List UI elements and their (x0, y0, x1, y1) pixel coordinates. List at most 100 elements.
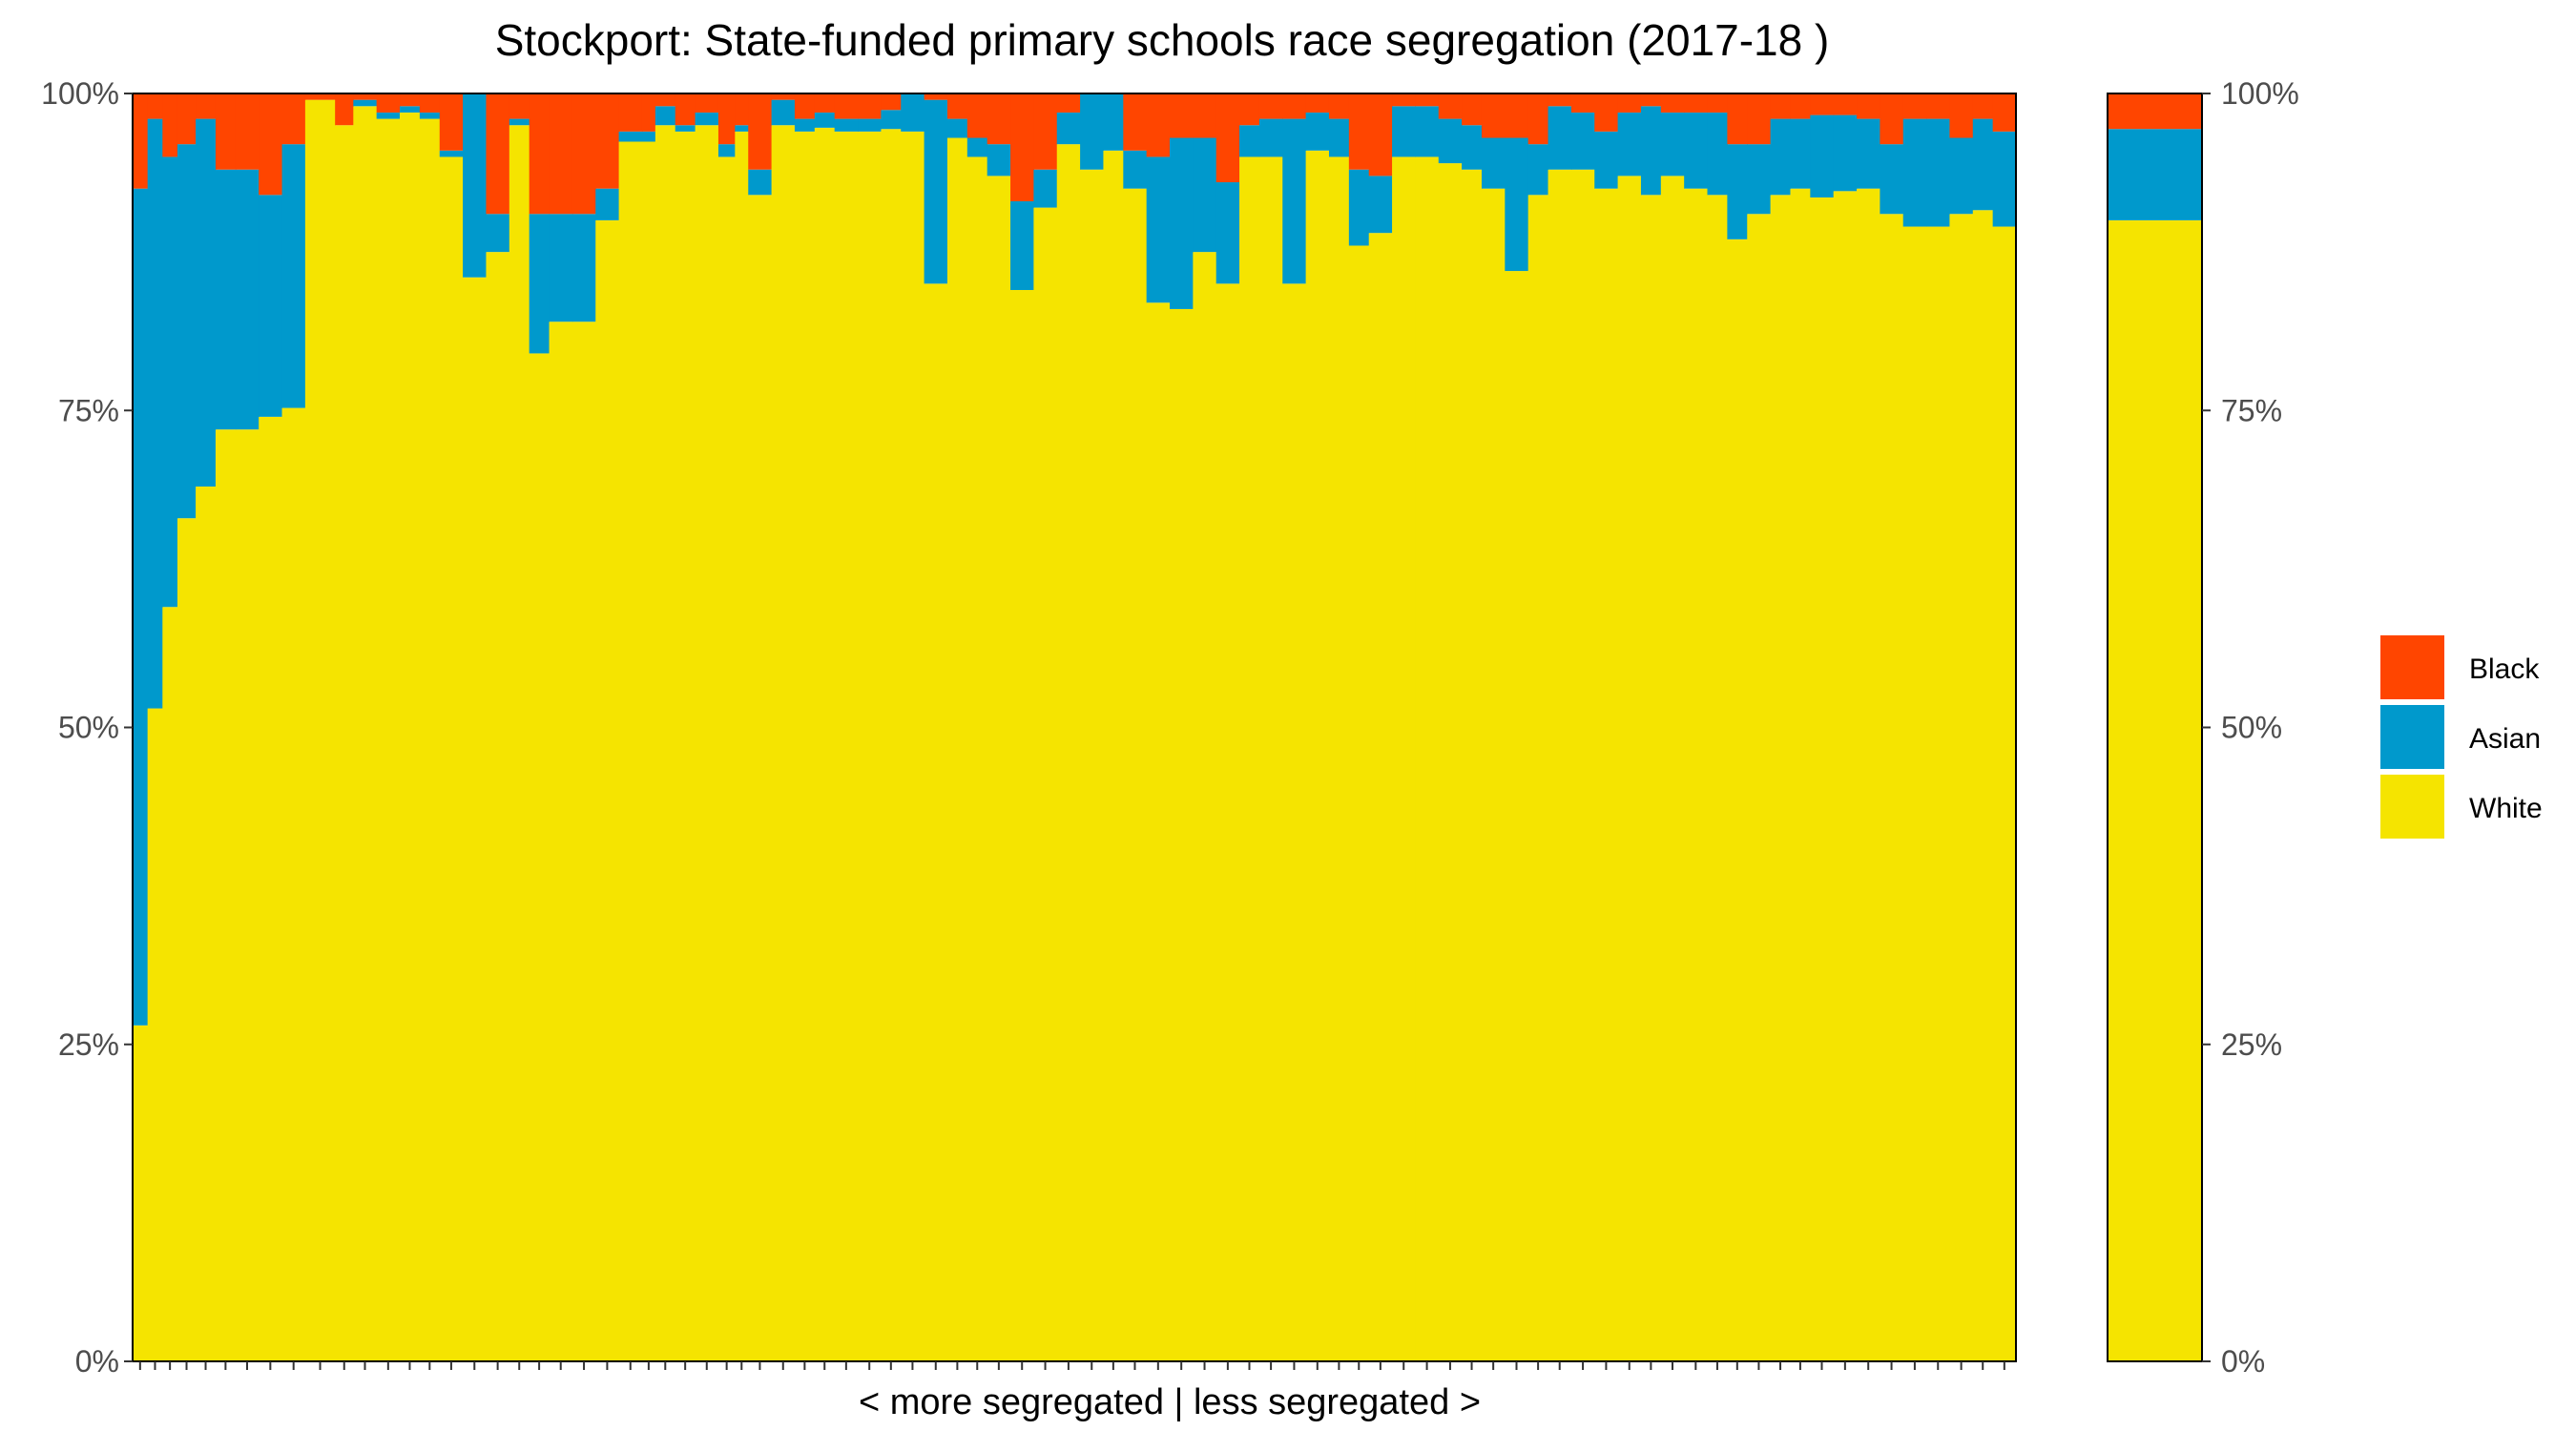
bar-white-school-74 (1707, 195, 1728, 1361)
bar-white-school-26 (654, 125, 676, 1362)
bar-black-school-32 (771, 93, 796, 100)
bar-asian-school-40 (946, 118, 968, 138)
bar-asian-school-17 (463, 93, 488, 278)
bar-black-school-11 (335, 93, 354, 126)
overall-bar-white (2108, 219, 2202, 1361)
bar-black-school-37 (881, 93, 902, 111)
bar-white-school-46 (1080, 169, 1105, 1362)
bar-white-school-38 (901, 131, 925, 1361)
bar-black-school-43 (1010, 93, 1034, 201)
bar-white-school-5 (196, 486, 217, 1361)
bar-black-school-73 (1684, 93, 1709, 113)
legend-label-asian: Asian (2469, 723, 2541, 755)
bar-asian-school-60 (1392, 106, 1417, 157)
bar-white-school-44 (1033, 207, 1058, 1362)
bar-black-school-57 (1328, 93, 1350, 119)
right-y-tick-label: 25% (2221, 1027, 2282, 1062)
bar-asian-school-33 (794, 118, 816, 132)
bar-white-school-54 (1258, 156, 1283, 1362)
bar-black-school-61 (1415, 93, 1440, 107)
bar-asian-school-27 (675, 125, 696, 132)
bar-asian-school-81 (1857, 118, 1880, 189)
bar-asian-school-8 (259, 195, 283, 417)
bar-asian-school-51 (1193, 137, 1217, 253)
bar-asian-school-49 (1146, 156, 1171, 303)
bar-white-school-33 (794, 131, 816, 1361)
bar-black-school-76 (1747, 93, 1772, 145)
bar-black-school-23 (595, 93, 620, 189)
bar-asian-school-77 (1770, 118, 1792, 196)
bar-asian-school-22 (571, 214, 596, 322)
bar-white-school-55 (1282, 283, 1307, 1362)
bar-asian-school-71 (1640, 106, 1662, 196)
bar-asian-school-24 (618, 131, 643, 142)
bar-asian-school-76 (1747, 144, 1772, 215)
right-y-tick-label: 100% (2221, 76, 2299, 111)
bar-white-school-2 (147, 708, 163, 1361)
bar-black-school-79 (1810, 93, 1835, 115)
bar-white-school-82 (1880, 214, 1904, 1361)
bar-white-school-24 (618, 141, 643, 1361)
bar-asian-school-34 (814, 112, 836, 128)
bar-black-school-21 (549, 93, 573, 215)
bar-white-school-9 (281, 407, 306, 1362)
legend: Black Asian White (2380, 635, 2543, 839)
legend-label-black: Black (2469, 653, 2540, 685)
bar-black-school-24 (618, 93, 643, 132)
bar-black-school-15 (419, 93, 441, 113)
bar-white-school-8 (259, 416, 283, 1361)
bar-asian-school-62 (1438, 118, 1463, 164)
bar-black-school-20 (529, 93, 551, 215)
bar-white-school-34 (814, 127, 836, 1361)
bar-white-school-85 (1949, 214, 1974, 1361)
bar-white-school-80 (1833, 191, 1858, 1362)
bar-black-school-56 (1305, 93, 1330, 113)
bar-black-school-66 (1527, 93, 1549, 145)
bar-asian-school-66 (1527, 144, 1549, 196)
bar-asian-school-67 (1548, 106, 1572, 170)
bar-white-school-35 (834, 131, 859, 1361)
bar-black-school-45 (1056, 93, 1081, 113)
bar-asian-school-85 (1949, 137, 1974, 215)
bar-asian-school-87 (1992, 131, 2017, 227)
bar-white-school-69 (1594, 188, 1619, 1361)
bar-asian-school-78 (1790, 118, 1811, 189)
bar-black-school-16 (439, 93, 464, 151)
bar-black-school-34 (814, 93, 836, 113)
bar-black-school-14 (400, 93, 421, 107)
bar-asian-school-1 (133, 188, 149, 1026)
bar-white-school-45 (1056, 144, 1081, 1361)
bar-white-school-64 (1481, 188, 1506, 1361)
bar-asian-school-19 (509, 118, 530, 126)
bar-black-school-5 (196, 93, 217, 119)
bar-asian-school-57 (1328, 118, 1350, 157)
bar-white-school-81 (1857, 188, 1880, 1361)
bar-asian-school-23 (595, 188, 620, 220)
bar-black-school-87 (1992, 93, 2017, 132)
bar-asian-school-75 (1727, 144, 1748, 239)
bar-asian-school-30 (735, 125, 749, 132)
bar-black-school-39 (924, 93, 948, 100)
bar-white-school-21 (549, 321, 573, 1362)
chart-title: Stockport: State-funded primary schools … (495, 15, 1830, 65)
bar-black-school-77 (1770, 93, 1792, 119)
bar-asian-school-86 (1972, 118, 1994, 211)
bar-asian-school-7 (235, 169, 260, 430)
bar-white-school-47 (1103, 150, 1124, 1361)
bar-white-school-42 (987, 176, 1011, 1361)
bar-asian-school-9 (281, 144, 306, 408)
bar-white-school-27 (675, 131, 696, 1361)
bar-black-school-63 (1462, 93, 1483, 126)
right-y-tick-label: 0% (2221, 1344, 2265, 1379)
bar-asian-school-72 (1660, 112, 1685, 176)
bar-white-school-56 (1305, 150, 1330, 1361)
bar-asian-school-84 (1926, 118, 1951, 227)
bar-black-school-85 (1949, 93, 1974, 138)
bar-white-school-36 (858, 131, 882, 1361)
bar-white-school-49 (1146, 302, 1171, 1361)
bar-white-school-50 (1170, 308, 1194, 1362)
bar-white-school-3 (162, 607, 178, 1361)
bar-asian-school-58 (1348, 169, 1370, 246)
bar-white-school-58 (1348, 245, 1370, 1362)
bar-white-school-1 (133, 1025, 149, 1362)
